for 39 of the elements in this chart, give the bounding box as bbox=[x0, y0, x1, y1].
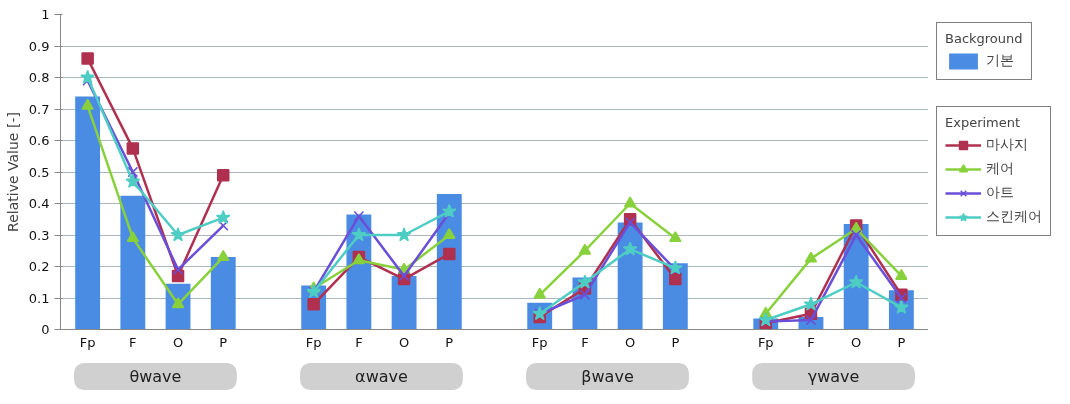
text: γwave bbox=[807, 367, 860, 386]
text: Background bbox=[945, 31, 1023, 46]
text: Experiment bbox=[945, 115, 1021, 130]
x-tick-label: O bbox=[398, 334, 410, 350]
y-tick-label: 1 bbox=[41, 7, 50, 22]
text: αwave bbox=[355, 367, 408, 386]
y-tick-label: 0.3 bbox=[28, 227, 50, 243]
x-tick-label: Fp bbox=[757, 334, 774, 350]
x-tick-label: P bbox=[897, 334, 906, 350]
y-tick-label: 0.5 bbox=[28, 164, 50, 180]
x-tick-label: P bbox=[219, 334, 228, 350]
x-tick-label: Fp bbox=[531, 334, 548, 350]
y-tick-label: 0.4 bbox=[28, 196, 50, 211]
legend-label: 케어 bbox=[986, 160, 1014, 178]
legend-label: 기본 bbox=[986, 52, 1014, 70]
x-tick-label: Fp bbox=[79, 334, 96, 350]
legend-label: 아트 bbox=[986, 184, 1014, 202]
x-tick-label: O bbox=[625, 334, 636, 350]
x-tick-label: O bbox=[851, 334, 862, 350]
y-tick-label: 0.2 bbox=[28, 259, 50, 274]
y-axis-title: Relative Value [-] bbox=[4, 112, 21, 232]
y-tick-label: 0.9 bbox=[28, 38, 50, 54]
x-tick-label: P bbox=[445, 334, 454, 350]
x-tick-label: Fp bbox=[305, 334, 322, 350]
text: βwave bbox=[581, 367, 634, 386]
y-tick-label: 0.1 bbox=[28, 290, 50, 306]
x-tick-label: F bbox=[129, 334, 137, 350]
text: θwave bbox=[129, 367, 182, 386]
legend-label: 마사지 bbox=[986, 136, 1028, 154]
x-tick-label: F bbox=[581, 334, 589, 350]
x-tick-label: F bbox=[355, 334, 363, 350]
y-tick-label: 0.6 bbox=[28, 133, 50, 148]
x-tick-label: O bbox=[172, 334, 184, 350]
y-tick-label: 0.7 bbox=[28, 101, 50, 117]
x-tick-label: P bbox=[671, 334, 680, 350]
y-tick-label: 0 bbox=[41, 322, 50, 337]
x-tick-label: F bbox=[807, 334, 815, 350]
y-tick-label: 0.8 bbox=[28, 70, 50, 85]
legend-label: 스킨케어 bbox=[986, 208, 1042, 226]
